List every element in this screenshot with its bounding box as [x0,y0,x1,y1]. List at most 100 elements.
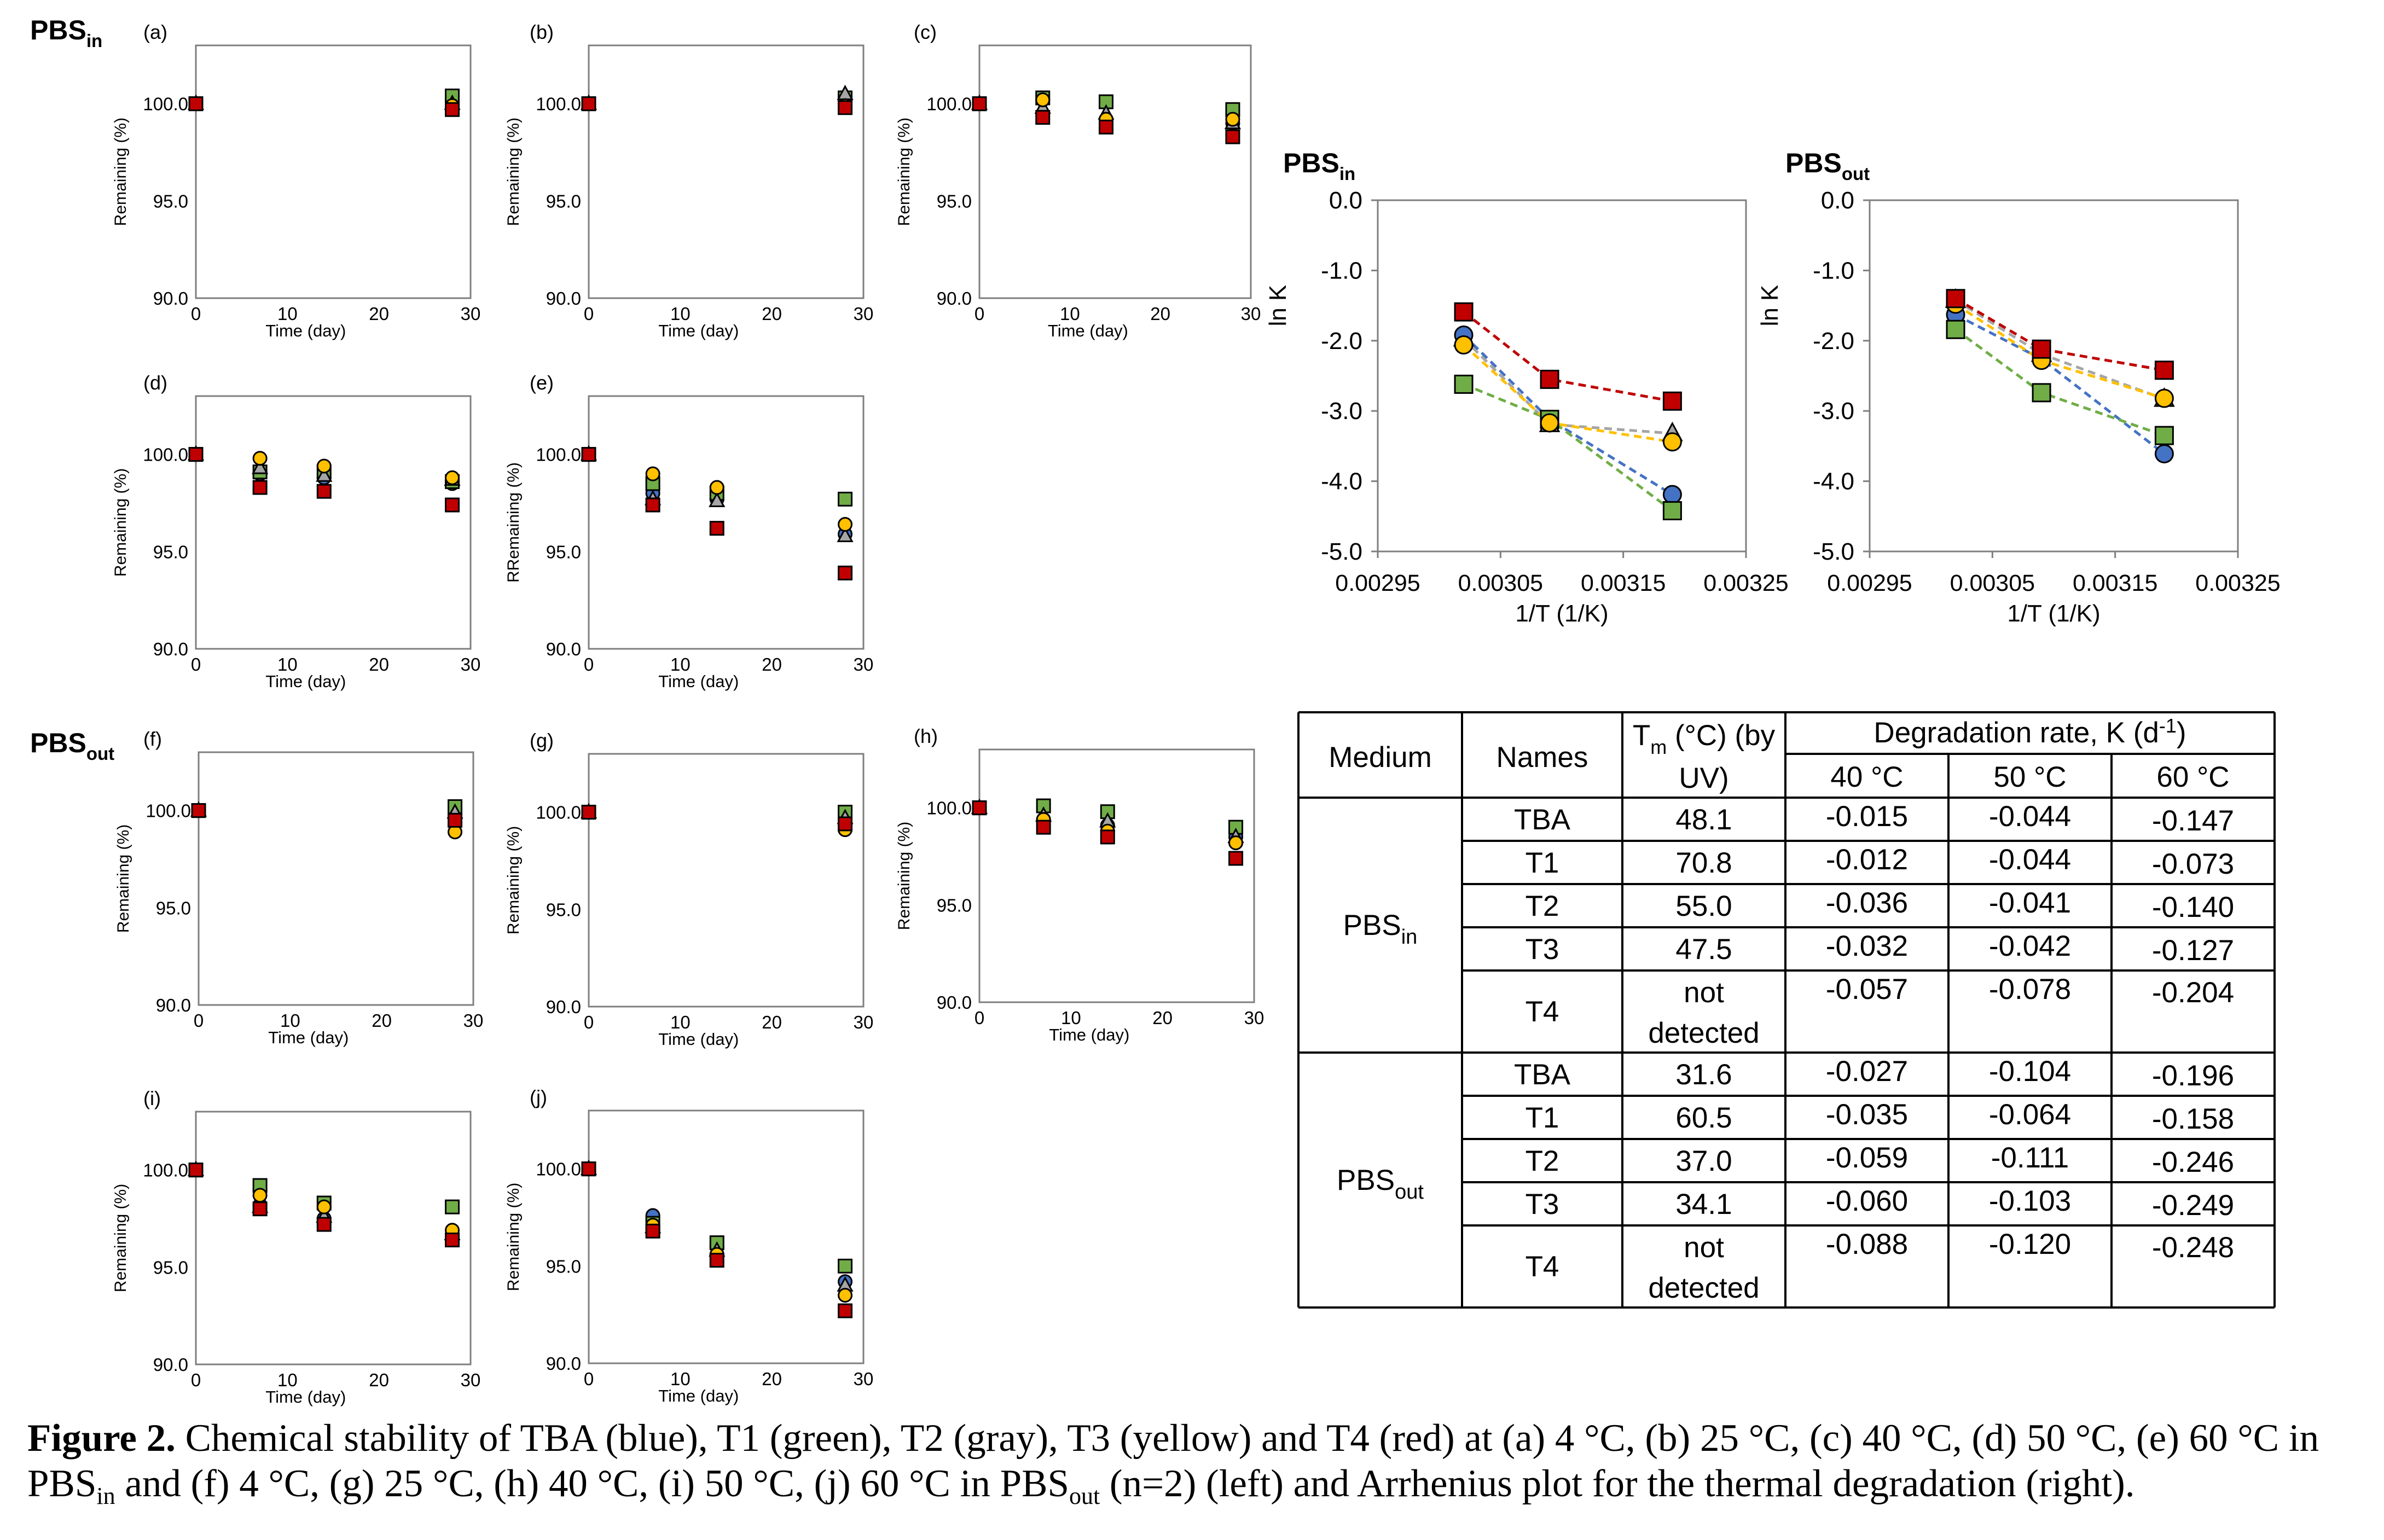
y-axis-title: Remaining (%) [504,826,523,934]
x-tick-label: 0 [191,304,201,324]
point-t3 [252,1188,268,1203]
name-cell: T2 [1525,1145,1559,1177]
series-line-t4 [1954,297,2165,372]
y-tick-label: -1.0 [1321,257,1362,284]
name-cell: T3 [1525,1188,1559,1221]
x-tick-label: 30 [854,1369,874,1389]
point-t4 [581,1161,596,1177]
x-tick-label: 20 [369,304,389,324]
panel-g: (g) 90.0 95.0 100.0 0 10 20 30 Time (day) Remaini… [504,729,873,1049]
header-50c: 50 °C [1993,761,2066,793]
plot-area [1377,199,1747,553]
header-rate: Degradation rate, K (d-1) [1873,714,2186,749]
point-t4 [188,1163,204,1178]
caption-text-3: (n=2) (left) and Arrhenius plot for the … [1100,1462,2135,1506]
k50-cell: -0.103 [1989,1185,2071,1217]
point-t4 [191,803,206,818]
tm-cell: 47.5 [1675,933,1732,966]
panel-label: (j) [530,1086,547,1108]
tm-cell: 37.0 [1675,1145,1732,1177]
point-t4 [1098,119,1113,135]
plot-area [588,44,865,299]
y-tick-label: 100.0 [536,445,581,465]
x-tick-label: 20 [762,1012,782,1032]
y-tick-label: 90.0 [546,997,581,1017]
y-axis-title: RRemaining (%) [504,462,523,583]
degradation-table: Medium Names Tm (°C) (by UV) Degradation rat… [1297,711,2276,1309]
name-cell: TBA [1514,1059,1571,1091]
point-t4 [1946,289,1965,309]
tm-cell: 55.0 [1675,890,1732,922]
y-tick-label: 95.0 [153,191,188,211]
k50-cell: -0.044 [1989,844,2071,876]
k60-cell: -0.248 [2152,1231,2234,1264]
k60-cell: -0.147 [2152,805,2234,837]
header-60c: 60 °C [2156,761,2229,793]
point-t4 [709,521,724,536]
panel-b: (b) 90.0 95.0 100.0 0 10 20 30 Time (day) Remaini… [504,21,873,340]
caption-label: Figure 2. [27,1417,176,1460]
x-tick-label: 20 [372,1010,392,1031]
header-40c: 40 °C [1830,761,1903,793]
arrhenius-arr-out: PBSout 0.0 -1.0 -2.0 -3.0 -4.0 -5.0 0.00295 0.00… [1756,148,2281,627]
group-label-pbs-in-sub: in [86,31,102,51]
x-tick-label: 0.00295 [1335,570,1420,596]
name-cell: T1 [1525,1102,1559,1134]
k40-cell: -0.088 [1826,1228,1908,1260]
y-tick-label: 90.0 [546,1353,581,1374]
k50-cell: -0.042 [1989,930,2071,962]
y-tick-label: 100.0 [536,1159,581,1179]
point-t3 [1454,335,1474,355]
point-t3 [1662,432,1682,452]
x-tick-label: 0.00295 [1827,570,1912,596]
y-tick-label: 90.0 [546,639,581,659]
point-t4 [645,1223,660,1239]
point-t4 [1100,829,1115,845]
plot-area [978,748,1255,1003]
panel-label: (g) [530,729,554,752]
caption-text-2: and (f) 4 °C, (g) 25 °C, (h) 40 °C, (i) … [115,1462,1069,1506]
medium-cell: PBSout [1337,1164,1424,1204]
x-tick-label: 10 [670,1369,691,1389]
point-t3 [2154,388,2174,408]
x-axis-title: Time (day) [265,1387,346,1407]
x-tick-label: 30 [461,654,481,675]
k60-cell: -0.249 [2152,1189,2234,1222]
y-tick-label: -3.0 [1813,398,1854,425]
x-tick-label: 10 [670,654,691,675]
point-t4 [581,805,596,820]
y-axis-title: Remaining (%) [895,822,913,930]
x-tick-label: 30 [854,654,874,675]
x-tick-label: 10 [1060,304,1080,324]
x-tick-label: 20 [1152,1008,1173,1028]
x-axis-title: Time (day) [1049,1025,1129,1044]
y-tick-label: 100.0 [143,1160,188,1181]
x-tick-label: 0 [975,304,984,324]
y-tick-label: 90.0 [153,1355,188,1375]
y-axis-title: ln K [1756,285,1783,327]
group-label-pbs-in-main: PBS [30,15,86,45]
point-t4 [188,447,204,462]
point-t4 [252,480,268,495]
series-line-tba [1954,313,2165,455]
point-t1 [1454,374,1474,394]
panel-label: (d) [143,371,167,394]
point-t4 [709,1253,724,1268]
header-names: Names [1496,741,1588,774]
point-t3 [445,470,460,485]
plot-area [195,395,472,650]
tm-cell: not [1684,1231,1724,1264]
y-tick-label: 0.0 [1329,187,1362,214]
k40-cell: -0.057 [1826,973,1908,1006]
y-axis-title: Remaining (%) [504,1183,523,1291]
point-t4 [838,100,853,115]
point-t4 [838,816,853,832]
k40-cell: -0.032 [1826,930,1908,962]
y-tick-label: 100.0 [143,94,188,114]
x-tick-label: 0 [584,1012,594,1032]
y-tick-label: 90.0 [156,995,191,1015]
header-rate-part: ) [2177,717,2186,749]
plot-area [195,1111,472,1365]
figure-caption: Figure 2. Chemical stability of TBA (blu… [27,1416,2364,1508]
